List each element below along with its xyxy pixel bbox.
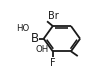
Text: HO: HO [16,24,29,33]
Text: B: B [31,32,39,45]
Text: F: F [50,58,56,68]
Text: OH: OH [35,45,49,54]
Text: Br: Br [48,11,58,21]
